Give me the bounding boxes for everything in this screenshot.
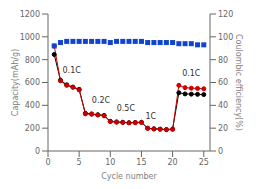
svg-text:Capacity(mAh/g): Capacity(mAh/g) <box>11 49 20 116</box>
svg-text:800: 800 <box>25 56 40 65</box>
svg-text:1000: 1000 <box>20 33 40 42</box>
svg-text:1C: 1C <box>145 112 156 121</box>
svg-text:100: 100 <box>218 33 233 42</box>
svg-text:0.5C: 0.5C <box>117 104 136 113</box>
svg-text:15: 15 <box>136 158 146 167</box>
svg-text:25: 25 <box>199 158 209 167</box>
svg-text:0.1C: 0.1C <box>182 69 201 78</box>
svg-text:5: 5 <box>77 158 82 167</box>
svg-text:200: 200 <box>25 124 40 133</box>
svg-text:0: 0 <box>218 147 223 156</box>
svg-text:40: 40 <box>218 101 228 110</box>
svg-text:400: 400 <box>25 101 40 110</box>
svg-text:0: 0 <box>35 147 40 156</box>
svg-text:Coulombic efficiency(%): Coulombic efficiency(%) <box>234 34 243 131</box>
svg-text:Cycle number: Cycle number <box>101 172 157 181</box>
svg-text:120: 120 <box>218 10 233 19</box>
svg-text:20: 20 <box>218 124 228 133</box>
svg-text:0: 0 <box>45 158 50 167</box>
svg-text:20: 20 <box>168 158 178 167</box>
svg-text:60: 60 <box>218 78 228 87</box>
svg-text:0.1C: 0.1C <box>63 66 82 75</box>
svg-text:10: 10 <box>105 158 115 167</box>
svg-text:600: 600 <box>25 78 40 87</box>
svg-text:80: 80 <box>218 56 228 65</box>
svg-text:0.2C: 0.2C <box>92 96 111 105</box>
svg-text:1200: 1200 <box>20 10 40 19</box>
